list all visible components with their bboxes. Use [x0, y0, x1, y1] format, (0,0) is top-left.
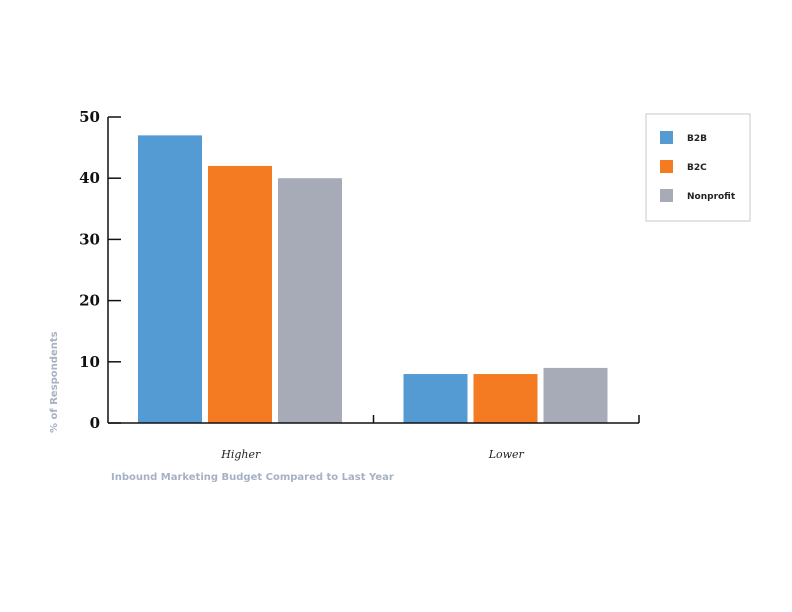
y-tick-label: 40: [79, 169, 100, 187]
x-axis-title: Inbound Marketing Budget Compared to Las…: [111, 472, 394, 483]
legend: B2B B2C Nonprofit: [645, 113, 751, 222]
legend-swatch-b2b: [660, 131, 673, 144]
bar-b2b-lower: [403, 374, 468, 423]
x-tick-label: Higher: [220, 448, 261, 461]
x-tick-label: Lower: [488, 448, 525, 461]
legend-swatch-nonprofit: [660, 189, 673, 202]
legend-label: B2C: [687, 163, 707, 173]
y-axis-title: % of Respondents: [49, 331, 60, 433]
bar-b2c-higher: [208, 165, 272, 423]
y-axis-ticks: 0 10 20 30 40 50: [79, 108, 121, 432]
x-axis-ticks: Higher Lower: [220, 415, 640, 461]
legend-label: B2B: [687, 134, 707, 144]
bar-b2c-lower: [473, 374, 538, 423]
bar-nonprofit-higher: [278, 178, 342, 423]
legend-label: Nonprofit: [687, 192, 736, 202]
bar-b2b-higher: [138, 135, 202, 424]
y-tick-label: 10: [79, 353, 100, 371]
y-tick-label: 30: [79, 230, 100, 248]
y-tick-label: 0: [90, 414, 100, 432]
legend-swatch-b2c: [660, 160, 673, 173]
bar-nonprofit-lower: [543, 367, 608, 423]
y-tick-label: 20: [79, 292, 100, 310]
bars: [138, 135, 608, 424]
y-tick-label: 50: [79, 108, 100, 126]
